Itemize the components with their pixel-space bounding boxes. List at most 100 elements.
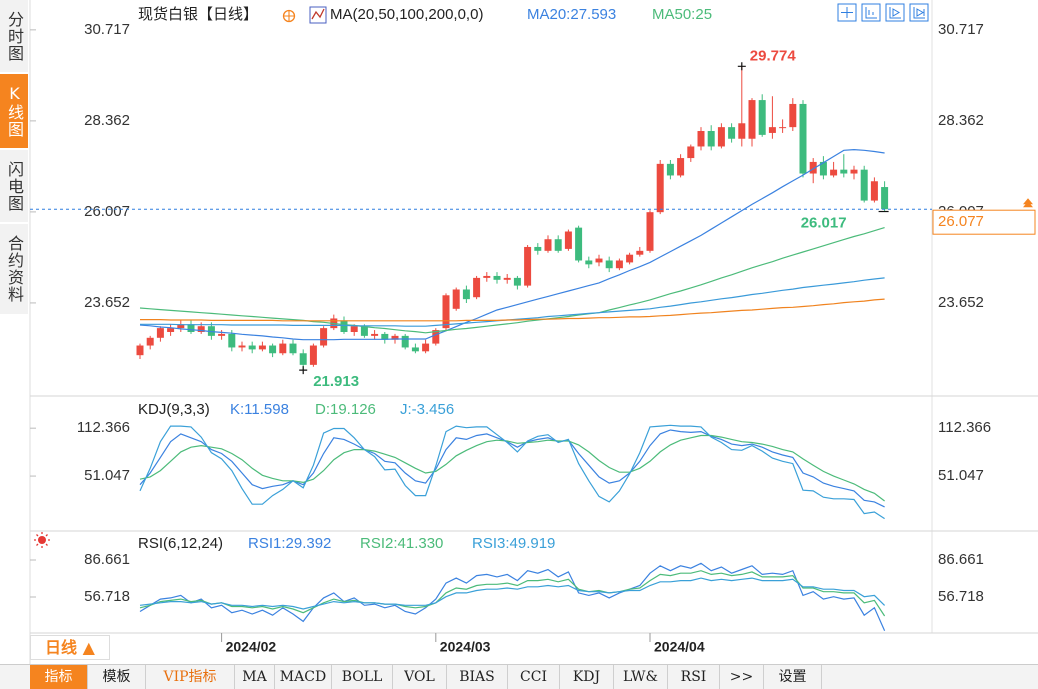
candle-body	[391, 335, 399, 340]
candle-body	[789, 103, 797, 128]
candle-body	[167, 328, 175, 332]
toolbar-button[interactable]: VIP指标	[146, 665, 235, 689]
candle-body	[503, 277, 511, 280]
y-tick-label: 51.047	[938, 467, 984, 484]
toolbar-button[interactable]: 设置	[764, 665, 822, 689]
candle-body	[258, 345, 266, 350]
x-tick-label: 2024/04	[654, 639, 705, 655]
side-tabs: 分时图 K线图 闪电图 合约资料	[0, 0, 28, 316]
rsi-icon	[34, 532, 50, 548]
legend-entry: MA20:27.593	[527, 6, 616, 23]
candle-body	[768, 127, 776, 133]
candle-body	[575, 227, 583, 261]
y-tick-label: 23.652	[84, 294, 130, 311]
toolbar-button[interactable]: 模板	[88, 665, 146, 689]
panel-title: KDJ(9,3,3)	[138, 401, 210, 418]
candle-body	[238, 345, 246, 348]
y-tick-label: 51.047	[84, 467, 130, 484]
candle-body	[442, 295, 450, 329]
candle-body	[595, 258, 603, 263]
icon-glyph	[841, 7, 853, 18]
side-tab[interactable]: 闪电图	[0, 150, 28, 224]
y-tick-label: 56.718	[938, 588, 984, 605]
toolbar-button[interactable]: BOLL	[332, 665, 393, 689]
y-tick-label: 26.007	[84, 203, 130, 220]
side-tab[interactable]: K线图	[0, 74, 28, 150]
toolbar-button[interactable]: VOL	[393, 665, 447, 689]
candle-body	[483, 275, 491, 278]
candle-body	[707, 131, 715, 147]
candle-body	[748, 100, 756, 139]
y-tick-label: 56.718	[84, 588, 130, 605]
series-line	[140, 298, 885, 322]
candle-body	[350, 326, 358, 332]
candle-body	[432, 330, 440, 344]
y-tick-label: 112.366	[77, 419, 130, 436]
candle-body	[666, 163, 674, 176]
series-line	[139, 562, 886, 632]
y-tick-label: 86.661	[84, 551, 130, 568]
chart-title: 现货白银【日线】	[138, 6, 258, 23]
candle-body	[493, 275, 501, 280]
toolbar-button[interactable]: MACD	[275, 665, 332, 689]
candle-body	[615, 260, 623, 269]
candle-body	[279, 343, 287, 354]
series-line	[139, 148, 885, 341]
toolbar-icons	[837, 3, 929, 22]
toolbar-button[interactable]: LW&	[614, 665, 668, 689]
rsi-icon-dot[interactable]	[38, 536, 46, 544]
icon-glyph	[889, 7, 901, 19]
toolbar-button[interactable]: CCI	[508, 665, 560, 689]
y-tick-label: 28.362	[84, 112, 130, 129]
extreme-marker	[737, 62, 746, 71]
legend-entry: K:11.598	[230, 401, 289, 418]
candle-body	[513, 277, 521, 286]
candle-body	[626, 254, 634, 263]
candle-body	[381, 333, 389, 340]
side-tab[interactable]: 分时图	[0, 0, 28, 74]
candle-body	[524, 246, 532, 286]
candle-body	[881, 187, 889, 210]
candle-body	[605, 260, 613, 269]
price-label: 26.077	[938, 213, 984, 230]
toolbar-button[interactable]: BIAS	[447, 665, 508, 689]
candle-body	[411, 347, 419, 352]
series-line	[139, 429, 885, 508]
series-line	[139, 227, 885, 334]
price-marker	[1023, 198, 1033, 208]
add-icon-cross	[283, 10, 295, 22]
chart: 现货白银【日线】 MA(20,50,100,200,0,0) KDJ(9,3,3…	[29, 0, 1038, 664]
series-line	[139, 434, 885, 502]
legend-entry: J:-3.456	[400, 401, 454, 418]
toolbar-button[interactable]: 指标	[30, 665, 88, 689]
candle-body	[554, 239, 562, 251]
candle-body	[371, 333, 379, 336]
y-tick-label: 30.717	[938, 21, 984, 38]
candle-body	[146, 337, 154, 346]
candle-body	[738, 123, 746, 139]
toolbar-button[interactable]: >>	[720, 665, 764, 689]
low-label: 21.913	[313, 373, 359, 390]
toolbar-button[interactable]: MA	[235, 665, 275, 689]
candle-body	[289, 343, 297, 354]
candle-body	[473, 277, 481, 298]
icon-glyph	[865, 7, 877, 19]
candle-body	[320, 328, 328, 346]
candle-body	[228, 333, 236, 348]
candle-body	[677, 158, 685, 176]
candle-body	[564, 231, 572, 249]
side-tab[interactable]: 合约资料	[0, 224, 28, 316]
series-line	[139, 570, 886, 617]
candle-body	[462, 289, 470, 300]
candle-body	[534, 246, 542, 251]
y-tick-label: 112.366	[938, 419, 991, 436]
period-selector[interactable]: 日线 ▲	[30, 635, 110, 660]
candle-body	[360, 326, 368, 336]
toolbar-button[interactable]: RSI	[668, 665, 720, 689]
candle-body	[156, 328, 164, 338]
toolbar-button[interactable]: KDJ	[560, 665, 614, 689]
candle-body	[299, 353, 307, 365]
candle-body	[177, 324, 185, 329]
candle-body	[636, 250, 644, 255]
